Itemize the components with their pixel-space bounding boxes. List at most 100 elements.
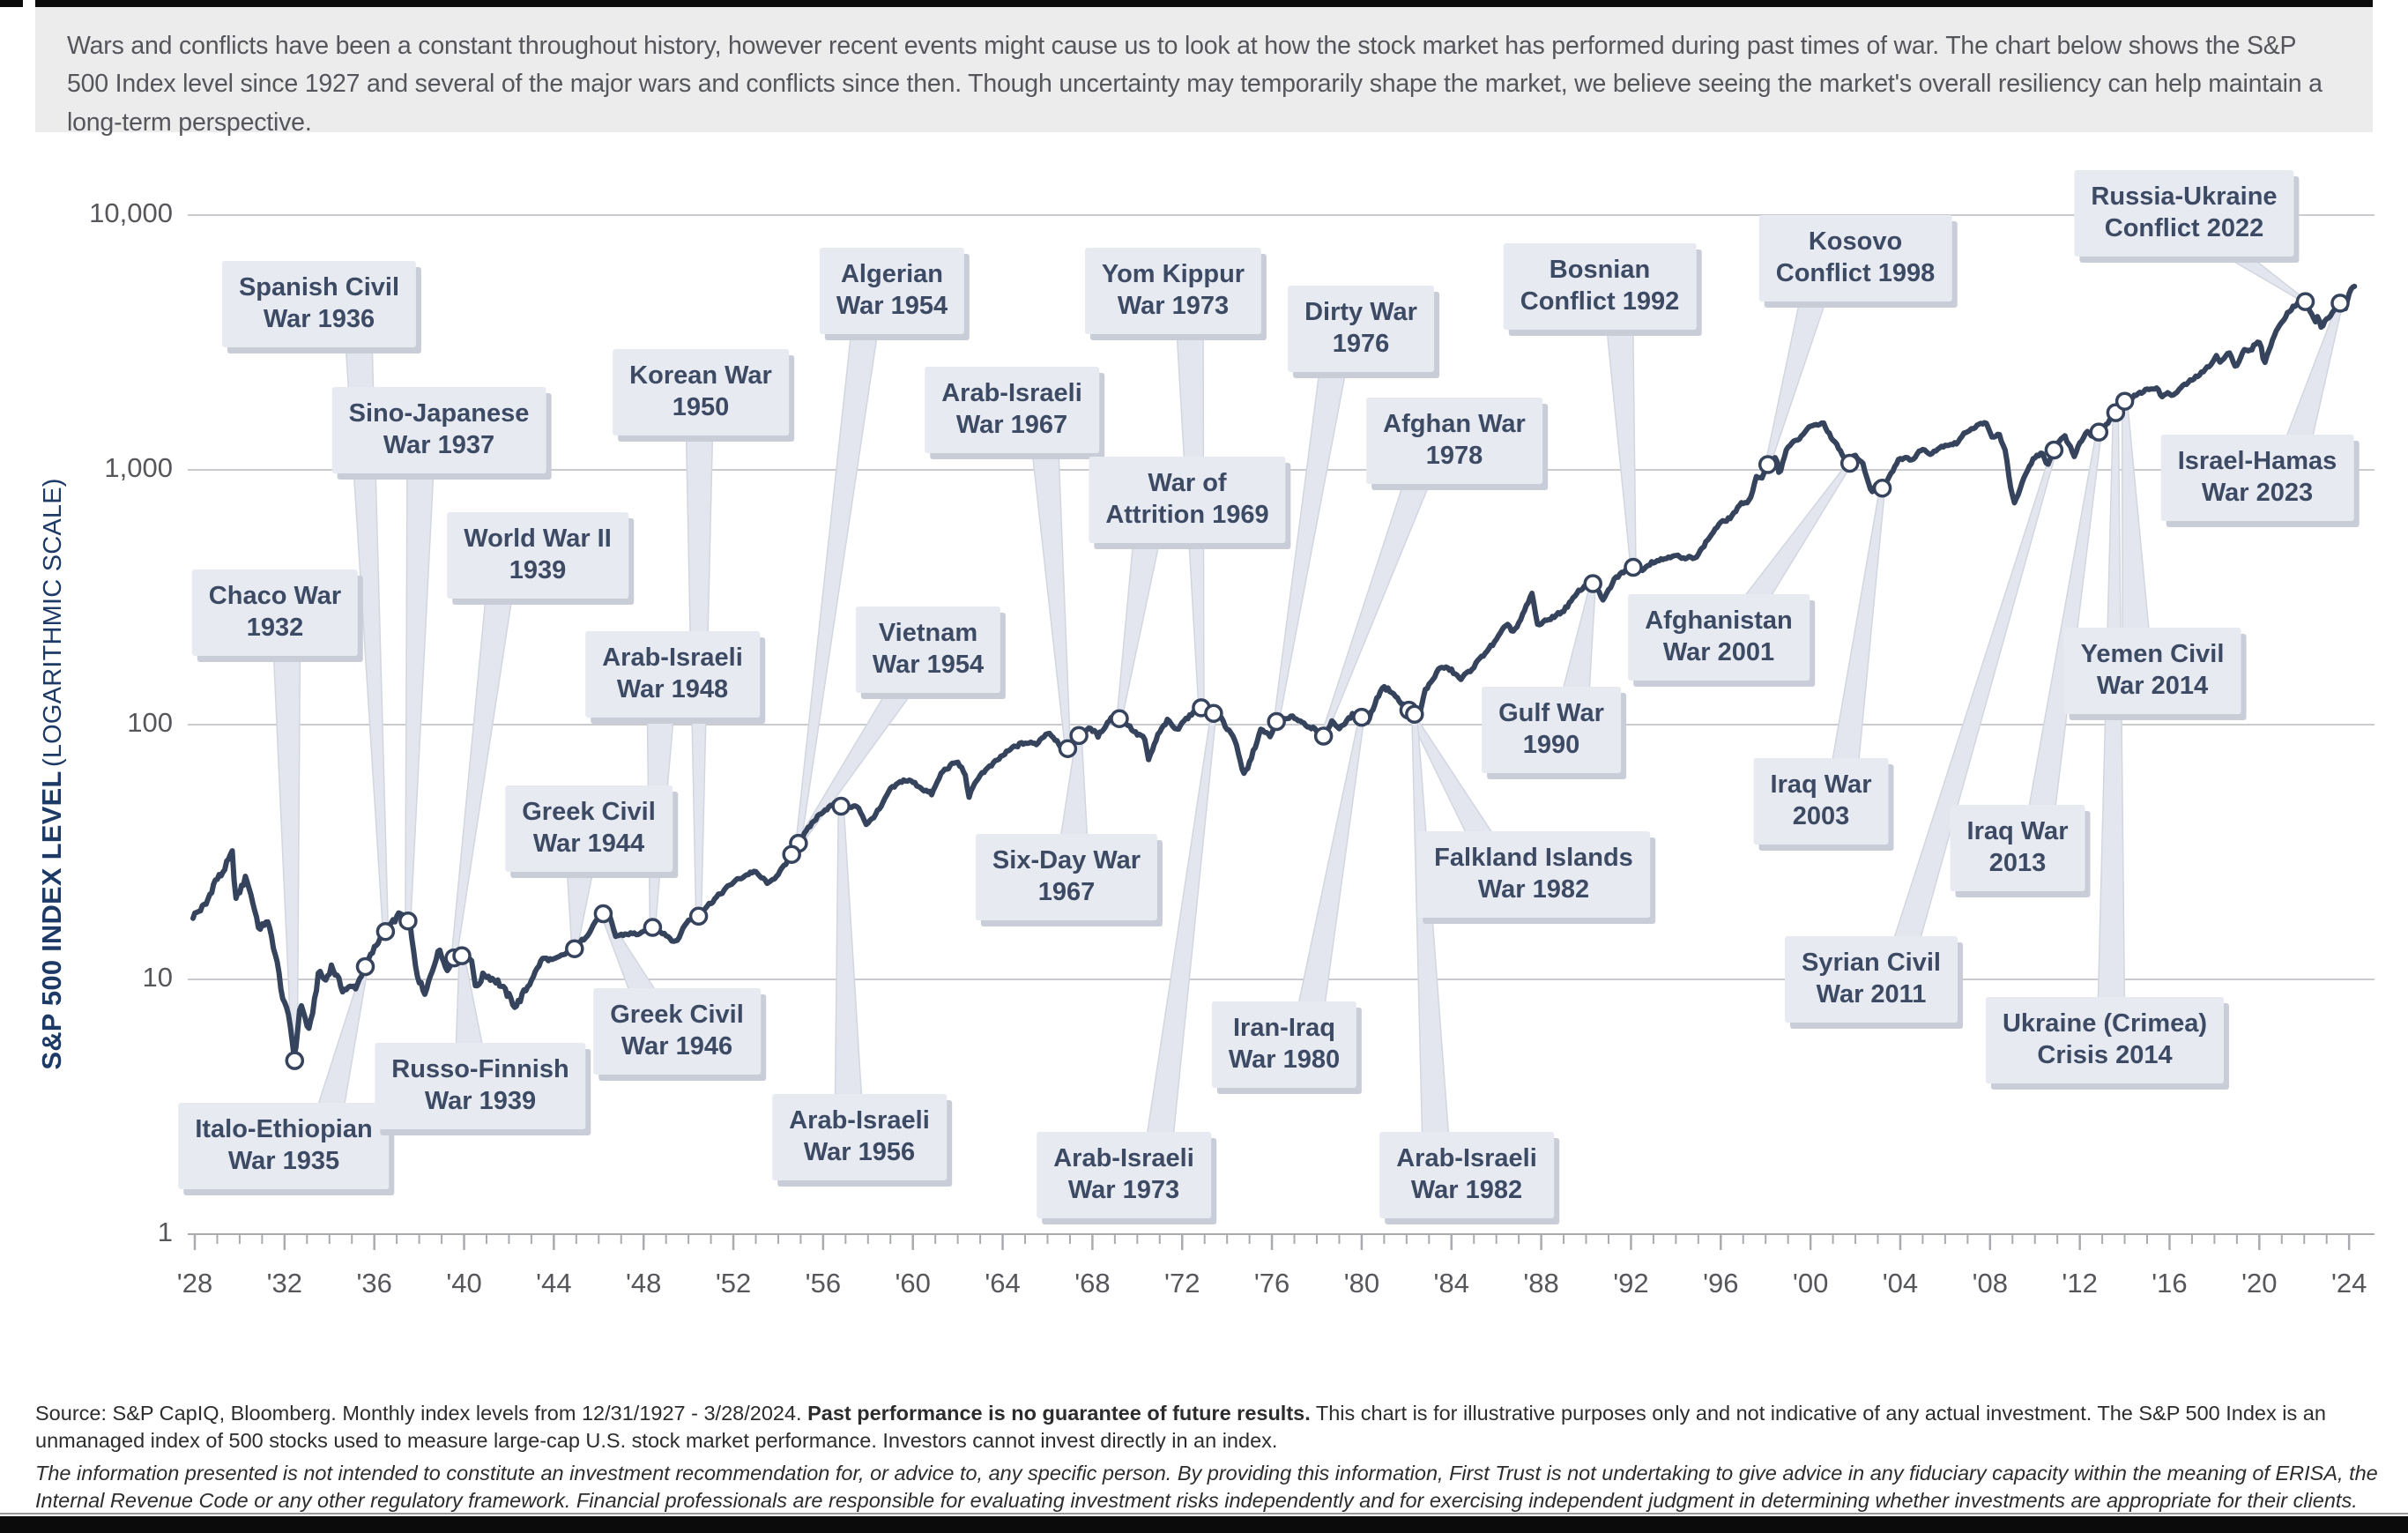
event-marker (2114, 391, 2135, 411)
event-callout: Yemen Civil War 2014 (2063, 628, 2241, 714)
event-callout-line2: Conflict 2022 (2104, 214, 2264, 242)
event-callout-line2: 1950 (672, 393, 730, 421)
x-axis-tick-label: '12 (2062, 1268, 2098, 1299)
callout-leader (795, 331, 879, 845)
event-callout-line2: War 1937 (383, 431, 495, 459)
event-callout-line1: Iran-Iraq (1232, 1014, 1336, 1043)
event-marker (1352, 707, 1371, 727)
event-callout: Israel-Hamas War 2023 (2160, 435, 2354, 521)
event-callout-line1: Iraq War (1966, 817, 2069, 846)
event-marker (398, 911, 418, 931)
event-callout-line2: War 1954 (836, 292, 948, 320)
event-callout-line1: Yemen Civil (2080, 640, 2225, 669)
event-callout: Spanish Civil War 1936 (221, 261, 417, 347)
event-callout: Vietnam War 1954 (855, 607, 1001, 693)
x-axis-tick-label: '56 (805, 1268, 842, 1299)
event-callout: Iraq War 2013 (1950, 805, 2085, 891)
event-callout-line1: Greek Civil (610, 1001, 744, 1030)
footer-divider (0, 1513, 2408, 1514)
event-marker (1313, 726, 1334, 746)
event-callout-line1: Arab-Israeli (602, 644, 743, 673)
event-callout: Ukraine (Crimea) Crisis 2014 (1985, 997, 2225, 1083)
event-callout: Russo-Finnish War 1939 (375, 1043, 586, 1129)
event-marker (285, 1051, 305, 1070)
event-callout-line1: Bosnian (1549, 256, 1651, 285)
event-callout-line2: War 2001 (1662, 638, 1775, 666)
event-callout: Afghanistan War 2001 (1628, 594, 1810, 681)
y-axis-tick-label: 10 (142, 962, 173, 993)
x-axis-tick-label: '16 (2152, 1268, 2188, 1299)
event-callout-line2: 1932 (246, 614, 304, 642)
x-axis-tick-label: '20 (2241, 1268, 2278, 1299)
event-callout: Algerian War 1954 (819, 248, 965, 334)
callout-leader (1116, 540, 1161, 719)
event-callout-line2: War 1982 (1477, 875, 1590, 904)
source-note: Source: S&P CapIQ, Bloomberg. Monthly in… (35, 1400, 2383, 1454)
event-callout-line2: Conflict 1998 (1775, 259, 1936, 287)
event-callout: Arab-Israeli War 1973 (1037, 1132, 1211, 1218)
event-callout-line1: Ukraine (Crimea) (2002, 1009, 2208, 1038)
callout-leader (834, 805, 863, 1098)
event-callout: Arab-Israeli War 1982 (1379, 1132, 1554, 1218)
source-note-suffix: This chart is for illustrative purposes … (35, 1402, 2326, 1452)
event-marker (1872, 478, 1892, 498)
event-callout-line1: War of (1148, 469, 1227, 498)
event-marker (1583, 574, 1602, 593)
x-axis-tick-label: '04 (1882, 1268, 1919, 1299)
event-callout: Greek Civil War 1946 (593, 988, 761, 1075)
event-callout-line1: Syrian Civil (1802, 949, 1941, 978)
event-marker (1204, 703, 1223, 723)
event-callout: Kosovo Conflict 1998 (1758, 215, 1952, 301)
event-callout: Korean War 1950 (613, 349, 789, 435)
event-callout-line2: 1967 (1037, 878, 1096, 906)
event-callout-line1: Chaco War (208, 582, 342, 611)
y-axis-tick-label: 1,000 (104, 452, 173, 483)
event-callout-line1: Arab-Israeli (789, 1106, 930, 1135)
event-callout-line2: War 1948 (616, 675, 729, 703)
x-axis-tick-label: '24 (2330, 1268, 2367, 1299)
event-marker (1058, 739, 1078, 758)
event-callout-line2: Attrition 1969 (1105, 501, 1269, 529)
disclaimer-note: The information presented is not intende… (35, 1462, 2378, 1512)
event-callout-line2: War 1973 (1117, 292, 1230, 320)
event-callout-line2: War 2023 (2201, 479, 2314, 507)
event-callout: World War II 1939 (447, 512, 628, 599)
x-axis-tick-label: '84 (1433, 1268, 1469, 1299)
event-callout-line1: Israel-Hamas (2177, 447, 2337, 476)
event-callout: Arab-Israeli War 1956 (772, 1094, 947, 1180)
x-axis-tick-label: '80 (1343, 1268, 1380, 1299)
x-axis-tick-label: '28 (176, 1268, 213, 1299)
event-callout-line2: War 2011 (1816, 980, 1927, 1008)
event-callout: Falkland Islands War 1982 (1417, 831, 1650, 918)
event-marker (1758, 455, 1778, 474)
callout-leader (405, 470, 435, 922)
event-marker (2295, 292, 2315, 311)
callout-leader (1297, 716, 1365, 1005)
x-axis-tick-label: '64 (985, 1268, 1021, 1299)
x-axis-tick-label: '96 (1703, 1268, 1739, 1299)
event-callout-line1: Spanish Civil (238, 273, 400, 302)
callout-leader (1832, 487, 1886, 762)
event-callout-line1: World War II (464, 525, 612, 554)
x-axis-tick-label: '88 (1523, 1268, 1559, 1299)
event-callout-line2: War 1946 (621, 1032, 733, 1060)
event-marker (1624, 557, 1643, 577)
event-callout-line1: Dirty War (1304, 298, 1417, 327)
intro-text: Wars and conflicts have been a constant … (67, 32, 2323, 137)
top-edge-bar (35, 0, 2373, 8)
event-callout: Syrian Civil War 2011 (1785, 936, 1958, 1023)
event-callout-line1: Russo-Finnish (391, 1055, 569, 1084)
x-axis-tick-label: '72 (1164, 1268, 1200, 1299)
event-marker (565, 939, 584, 958)
event-callout: Gulf War 1990 (1482, 687, 1621, 773)
x-axis-tick-label: '60 (895, 1268, 931, 1299)
event-marker (355, 956, 375, 977)
x-axis-tick-label: '68 (1074, 1268, 1111, 1299)
callout-leader (1273, 368, 1348, 723)
event-marker (831, 796, 851, 816)
event-callout-line2: 2013 (1988, 849, 2047, 877)
event-marker (2330, 294, 2350, 313)
y-axis-title-bold: S&P 500 INDEX LEVEL (36, 770, 67, 1070)
event-marker (375, 921, 396, 941)
callout-leader (1743, 462, 1854, 598)
